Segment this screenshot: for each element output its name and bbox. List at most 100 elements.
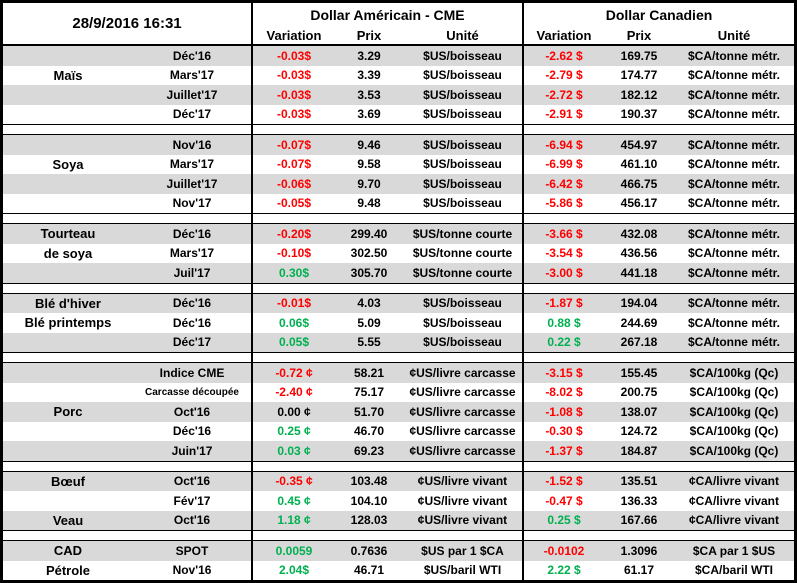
category-label [3, 174, 133, 194]
us-price-cell: 305.70 [335, 263, 403, 283]
us-price-cell: 3.69 [335, 104, 403, 124]
term-cell: Nov'16 [133, 135, 253, 155]
ca-variation-cell: 0.22 $ [524, 332, 604, 352]
ca-price-cell: 169.75 [604, 46, 674, 66]
us-variation-cell: 1.18 ¢ [253, 510, 335, 530]
ca-price-cell: 61.17 [604, 560, 674, 580]
ca-variation-cell: -0.47 $ [524, 491, 604, 511]
ca-variation-cell: -1.52 $ [524, 471, 604, 491]
ca-unit-cell: $CA/100kg (Qc) [674, 421, 794, 441]
category-label [3, 332, 133, 352]
section-divider [335, 124, 403, 135]
ca-variation-cell: -3.00 $ [524, 263, 604, 283]
us-unit-cell: $US/tonne courte [403, 224, 524, 244]
us-variation-cell: 0.06$ [253, 313, 335, 333]
section-divider [403, 530, 524, 541]
section-divider [335, 460, 403, 472]
ca-unit-cell: $CA/tonne métr. [674, 193, 794, 213]
section-divider [133, 124, 253, 135]
us-price-cell: 9.70 [335, 174, 403, 194]
term-cell: Mars'17 [133, 65, 253, 85]
us-variation-cell: -0.03$ [253, 85, 335, 105]
section-divider [253, 124, 335, 135]
section-divider [524, 460, 604, 472]
ca-unit-cell: $CA/tonne métr. [674, 154, 794, 174]
term-cell: Déc'16 [133, 224, 253, 244]
term-cell: Juillet'17 [133, 174, 253, 194]
us-unit-cell: $US/boisseau [403, 135, 524, 155]
ca-unit-cell: $CA/100kg (Qc) [674, 441, 794, 461]
term-cell: Nov'16 [133, 560, 253, 580]
us-price-cell: 0.7636 [335, 541, 403, 561]
column-header-ca-prix: Prix [604, 26, 674, 46]
ca-variation-cell: -0.30 $ [524, 421, 604, 441]
us-unit-cell: ¢US/livre vivant [403, 510, 524, 530]
ca-price-cell: 190.37 [604, 104, 674, 124]
category-label [3, 441, 133, 461]
us-unit-cell: $US/boisseau [403, 154, 524, 174]
ca-variation-cell: 2.22 $ [524, 560, 604, 580]
ca-price-cell: 174.77 [604, 65, 674, 85]
group-header-us-dollar: Dollar Américain - CME [253, 3, 524, 26]
category-label: Pétrole [3, 560, 133, 580]
ca-price-cell: 267.18 [604, 332, 674, 352]
section-divider [253, 282, 335, 294]
section-divider [604, 213, 674, 224]
term-cell: Mars'17 [133, 154, 253, 174]
category-label: Bœuf [3, 471, 133, 491]
section-divider [674, 124, 794, 135]
us-variation-cell: 0.45 ¢ [253, 491, 335, 511]
section-divider [524, 213, 604, 224]
term-cell: Déc'16 [133, 46, 253, 66]
term-cell: Déc'17 [133, 332, 253, 352]
ca-unit-cell: $CA/tonne métr. [674, 135, 794, 155]
ca-unit-cell: $CA/tonne métr. [674, 332, 794, 352]
us-price-cell: 103.48 [335, 471, 403, 491]
ca-unit-cell: $CA/tonne métr. [674, 174, 794, 194]
us-variation-cell: 2.04$ [253, 560, 335, 580]
section-divider [3, 124, 133, 135]
us-unit-cell: $US/boisseau [403, 313, 524, 333]
ca-unit-cell: $CA par 1 $US [674, 541, 794, 561]
ca-variation-cell: -3.66 $ [524, 224, 604, 244]
category-label [3, 135, 133, 155]
ca-unit-cell: ¢CA/livre vivant [674, 510, 794, 530]
us-price-cell: 46.71 [335, 560, 403, 580]
us-price-cell: 5.09 [335, 313, 403, 333]
ca-price-cell: 155.45 [604, 363, 674, 383]
term-cell: Déc'16 [133, 313, 253, 333]
us-unit-cell: $US/baril WTI [403, 560, 524, 580]
term-cell: Déc'16 [133, 421, 253, 441]
us-variation-cell: -0.35 ¢ [253, 471, 335, 491]
category-label [3, 382, 133, 402]
ca-variation-cell: -6.94 $ [524, 135, 604, 155]
section-divider [674, 213, 794, 224]
ca-variation-cell: -0.0102 [524, 541, 604, 561]
section-divider [133, 530, 253, 541]
category-label [3, 491, 133, 511]
us-price-cell: 9.46 [335, 135, 403, 155]
us-price-cell: 75.17 [335, 382, 403, 402]
category-label: Blé printemps [3, 313, 133, 333]
ca-unit-cell: $CA/100kg (Qc) [674, 382, 794, 402]
us-variation-cell: -0.01$ [253, 293, 335, 313]
us-price-cell: 104.10 [335, 491, 403, 511]
us-unit-cell: ¢US/livre carcasse [403, 382, 524, 402]
us-price-cell: 3.39 [335, 65, 403, 85]
ca-price-cell: 461.10 [604, 154, 674, 174]
category-label: Blé d'hiver [3, 293, 133, 313]
section-divider [403, 282, 524, 294]
us-price-cell: 3.53 [335, 85, 403, 105]
term-cell: Oct'16 [133, 510, 253, 530]
section-divider [524, 282, 604, 294]
us-unit-cell: ¢US/livre carcasse [403, 402, 524, 422]
ca-price-cell: 135.51 [604, 471, 674, 491]
category-label: Veau [3, 510, 133, 530]
ca-variation-cell: -5.86 $ [524, 193, 604, 213]
us-variation-cell: 0.25 ¢ [253, 421, 335, 441]
ca-price-cell: 184.87 [604, 441, 674, 461]
ca-variation-cell: -1.08 $ [524, 402, 604, 422]
ca-unit-cell: $CA/tonne métr. [674, 313, 794, 333]
us-unit-cell: $US/boisseau [403, 293, 524, 313]
